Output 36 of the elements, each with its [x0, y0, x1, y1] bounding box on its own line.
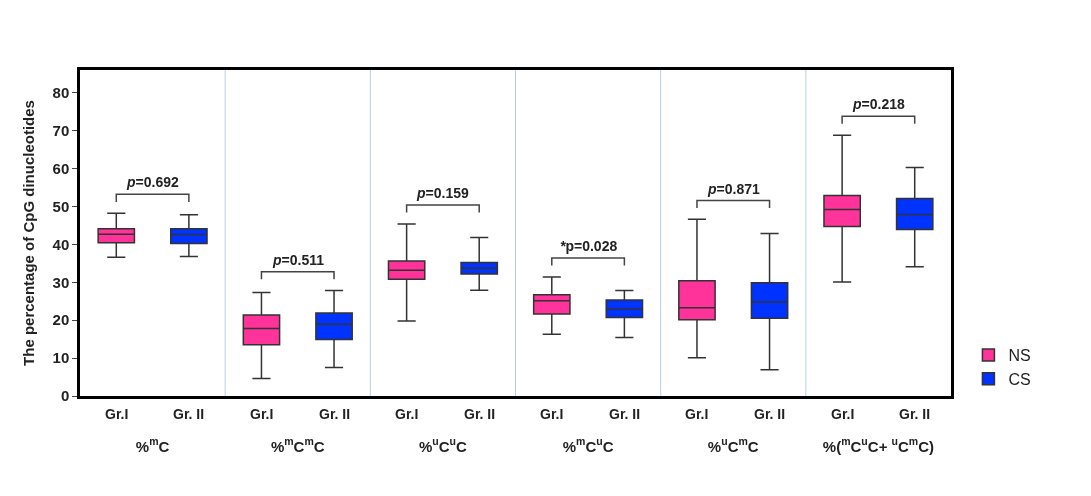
text: Gr. II — [464, 406, 496, 422]
y-tick-label: 20 — [52, 311, 70, 329]
text: Gr. II — [173, 406, 205, 422]
legend-label: CS — [1008, 370, 1031, 388]
y-tick-label: 30 — [52, 273, 70, 291]
legend-label: NS — [1008, 347, 1031, 365]
text: Gr.I — [540, 406, 564, 422]
x-tick-label: %$^{u}$C$^{u}$C — [418, 435, 468, 455]
text: Gr.I — [831, 406, 855, 422]
category-label: %($^{m}$C$^{u}$C+ $^{u}$C$^{m}$C) — [822, 435, 934, 455]
annotation: p=0.871 — [707, 181, 760, 197]
y-tick-label: 40 — [52, 235, 70, 253]
y-tick-label: 80 — [52, 83, 70, 101]
x-tick-label: %$^{u}$C$^{m}$C — [707, 435, 759, 455]
text: Gr.I — [250, 406, 274, 422]
text: Gr. II — [899, 406, 931, 422]
y-tick-label: 60 — [52, 159, 70, 177]
text: Gr.I — [685, 406, 709, 422]
annotation: p=0.692 — [126, 174, 179, 190]
text: Gr. II — [319, 406, 351, 422]
x-tick-label: %$^{m}$C$^{m}$C — [270, 435, 325, 455]
text: Gr.I — [395, 406, 419, 422]
text: Gr.I — [105, 406, 129, 422]
x-tick-label: %$^{m}$C$^{u}$C — [562, 435, 614, 455]
annotation: p=0.218 — [852, 96, 905, 112]
x-tick-label: %$^{m}$C — [135, 435, 170, 455]
annotation: p=0.159 — [416, 185, 469, 201]
annotation: p=0.511 — [272, 252, 325, 268]
y-tick-label: 50 — [52, 197, 70, 215]
y-axis-title: The percentage of CpG dinucleotides — [19, 100, 37, 366]
text: Gr. II — [754, 406, 786, 422]
y-tick-label: 70 — [52, 121, 70, 139]
text: Gr. II — [609, 406, 641, 422]
annotation: *p=0.028 — [560, 238, 618, 254]
y-tick-label: 10 — [52, 349, 70, 367]
y-tick-label: 0 — [60, 387, 70, 405]
